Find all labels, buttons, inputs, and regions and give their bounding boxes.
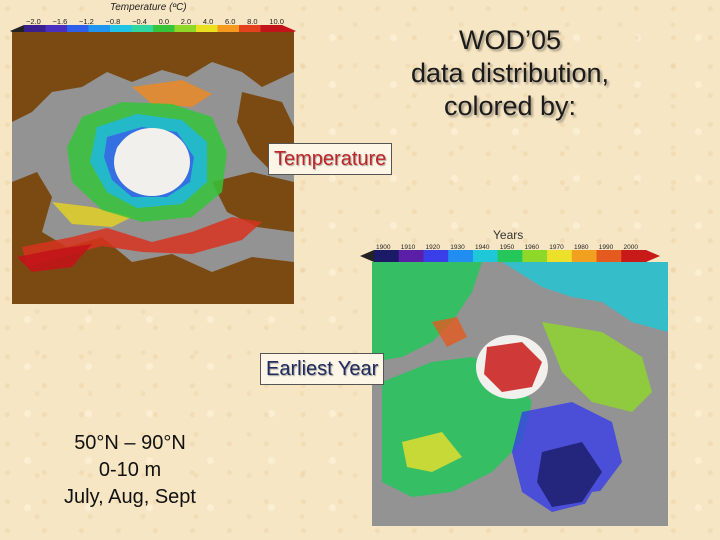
colorbar-tick: −1.2 — [79, 17, 94, 26]
latitude-range: 50°N – 90°N — [74, 432, 186, 454]
earliest-year-label: Earliest Year — [260, 353, 385, 385]
colorbar-segment — [398, 250, 424, 262]
colorbar-tick: −1.6 — [52, 17, 68, 26]
colorbar-tick: 1960 — [524, 244, 539, 251]
colorbar-tick: 1950 — [499, 244, 515, 251]
colorbar-tick: 1920 — [425, 244, 440, 251]
land-mass — [12, 172, 294, 304]
land-mass — [572, 482, 668, 526]
colorbar-tick: 2000 — [623, 244, 638, 251]
colorbar-segment — [497, 250, 523, 262]
colorbar-segment — [374, 250, 400, 262]
colorbar-segment — [448, 250, 474, 262]
colorbar-tick: 1990 — [598, 244, 614, 251]
colorbar-tick: 1940 — [475, 244, 490, 251]
mid-data-band — [402, 432, 462, 472]
recent-data-band — [484, 342, 542, 392]
recent-data-band — [432, 317, 467, 347]
title-line-2: data distribution, — [410, 58, 610, 88]
warm-data-band — [132, 80, 212, 107]
colorbar-tick: 4.0 — [202, 17, 214, 26]
colorbar-tick: 1970 — [549, 244, 564, 251]
years-colorbar — [360, 250, 660, 262]
colorbar-segment — [571, 250, 598, 262]
cool-data-band — [542, 322, 652, 412]
colorbar-tick: −0.8 — [105, 17, 121, 26]
temperature-map — [12, 32, 294, 304]
colorbar-segment — [596, 250, 622, 262]
colorbar-tick: 1910 — [400, 244, 416, 251]
depth-range: 0-10 m — [98, 459, 162, 481]
land-mass — [502, 262, 668, 332]
colorbar-tick: 6.0 — [225, 17, 236, 26]
years-colorbar-title: Years — [493, 228, 524, 242]
colorbar-tick: −0.4 — [132, 17, 147, 26]
title-line-3: colored by: — [443, 91, 577, 121]
colorbar-segment — [472, 250, 499, 262]
colorbar-segment — [547, 250, 573, 262]
years-colorbar-ticks: 1900 1910 1920 1930 1940 1950 1960 1970 … — [376, 244, 638, 251]
title-line-1: WOD’05 — [458, 25, 561, 55]
colorbar-tick: 10.0 — [269, 17, 284, 26]
temperature-label: Temperature — [268, 143, 393, 175]
colorbar-tick: 2.0 — [180, 17, 192, 26]
colorbar-tick: 1930 — [450, 244, 465, 251]
colorbar-left-cap — [360, 250, 374, 262]
greenland — [372, 262, 482, 362]
colorbar-segment — [423, 250, 449, 262]
slide-title: WOD’05 data distribution, colored by: — [360, 24, 660, 123]
temperature-colorbar-title: Temperature (ºC) — [110, 2, 187, 13]
old-data-band — [537, 442, 602, 507]
warm-data-band — [17, 244, 92, 272]
land-mass — [12, 32, 294, 122]
earliest-year-map — [372, 262, 668, 526]
warm-data-band — [22, 217, 262, 267]
colorbar-tick: 0.0 — [158, 17, 170, 26]
warm-data-band — [52, 202, 132, 227]
colorbar-tick: 1980 — [574, 244, 589, 251]
colorbar-segment — [522, 250, 548, 262]
land-mass — [212, 172, 294, 232]
colorbar-right-cap — [646, 250, 660, 262]
temperature-colorbar-ticks: −2.0 −1.6 −1.2 −0.8 −0.4 0.0 2.0 4.0 6.0… — [26, 17, 284, 26]
season-months: July, Aug, Sept — [64, 486, 196, 508]
sea-ice — [116, 140, 148, 164]
data-selection-info: 50°N – 90°N 0-10 m July, Aug, Sept — [30, 430, 230, 511]
colorbar-tick: 1900 — [376, 244, 391, 251]
colorbar-tick: −2.0 — [26, 17, 41, 26]
colorbar-segment — [621, 250, 647, 262]
colorbar-tick: 8.0 — [247, 17, 258, 26]
